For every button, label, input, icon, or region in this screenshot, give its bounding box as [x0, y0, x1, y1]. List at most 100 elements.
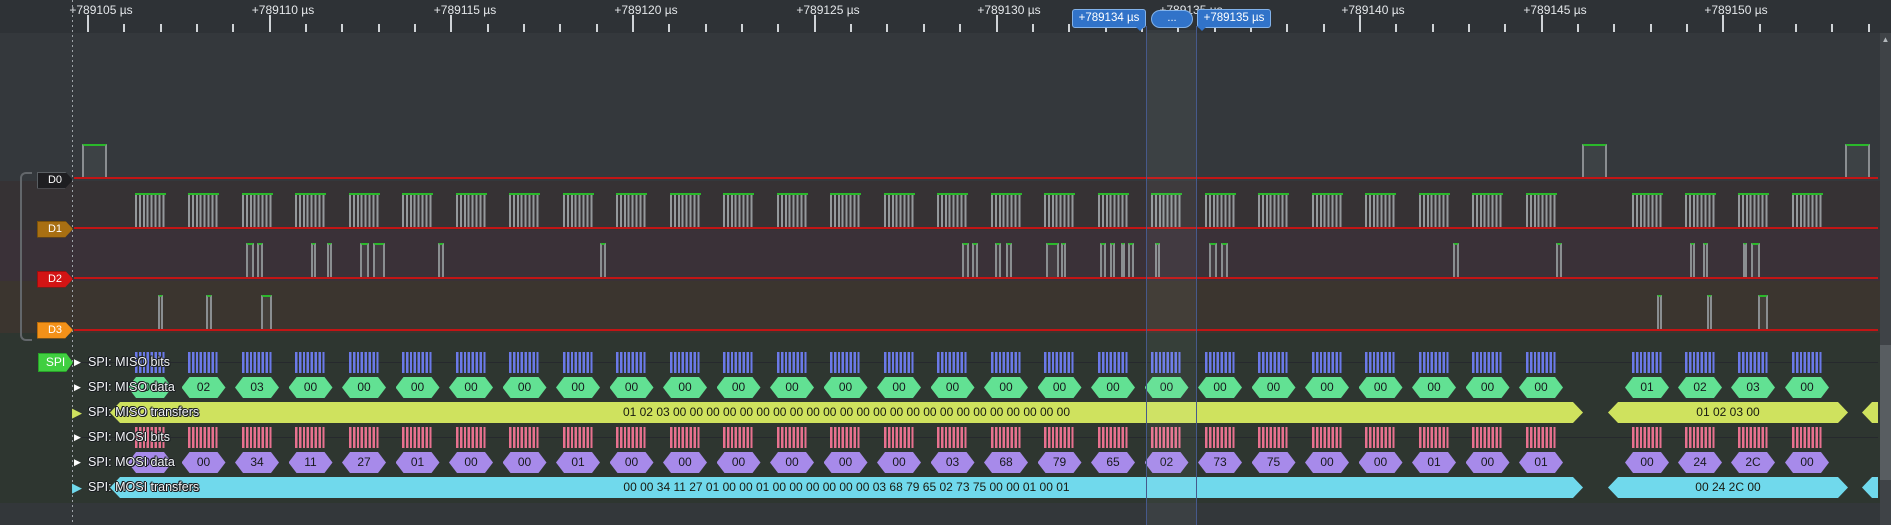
cursor-line-second[interactable] [1196, 26, 1197, 525]
clock-burst [1258, 193, 1289, 227]
clock-burst [509, 193, 540, 227]
ruler-minor-tick [741, 24, 744, 32]
vertical-scrollbar-track[interactable] [1880, 33, 1891, 525]
ruler-major-tick [1358, 15, 1361, 32]
row-expander-icon[interactable]: ▶ [74, 357, 81, 367]
row-expander-icon[interactable]: ▶ [74, 382, 81, 392]
row-expander-icon[interactable]: ▶ [72, 480, 82, 495]
d2-pulse [1453, 243, 1459, 277]
bit-burst [1204, 427, 1236, 448]
hex-byte-badge: 03 [931, 452, 975, 473]
decoder-row-label: SPI: MOSI transfers [88, 480, 200, 494]
ruler-minor-tick [777, 24, 780, 32]
bit-burst [1631, 352, 1663, 373]
bit-burst [830, 427, 861, 448]
bit-burst [1097, 427, 1129, 448]
hex-byte-badge: 01 [396, 452, 440, 473]
bit-burst [723, 427, 754, 448]
clock-burst [402, 193, 433, 227]
hex-byte-badge: 00 [1198, 377, 1242, 398]
decoder-row-label: SPI: MISO transfers [88, 405, 200, 419]
hex-byte-badge: 00 [1785, 452, 1829, 473]
clock-burst [348, 193, 380, 227]
row-expander-icon[interactable]: ▶ [74, 457, 81, 467]
cursor-flag-first[interactable]: +789134 µs [1072, 9, 1146, 28]
clock-burst [562, 193, 594, 227]
transfer-bar: 00 00 34 11 27 01 00 00 01 00 00 00 00 0… [110, 477, 1583, 498]
bit-burst [1258, 352, 1289, 373]
ruler-minor-tick [595, 24, 598, 32]
d3-pulse [158, 295, 163, 329]
ruler-minor-tick [159, 24, 162, 32]
hex-byte-badge: 00 [877, 377, 921, 398]
hex-byte-badge: 00 [984, 377, 1028, 398]
channel-baseline-d0 [74, 177, 1878, 179]
ruler-minor-tick [704, 24, 707, 32]
cursor-range-pill[interactable]: ... [1151, 10, 1193, 28]
bit-burst [1791, 427, 1823, 448]
spi-decoder-tag[interactable]: SPI [38, 353, 73, 372]
ruler-minor-tick [1831, 24, 1834, 32]
ruler-minor-tick [1395, 24, 1398, 32]
ruler-minor-tick [1068, 24, 1071, 32]
channel-tag-d3[interactable]: D3 [37, 322, 73, 339]
channel-tag-d2[interactable]: D2 [37, 271, 73, 288]
hex-byte-badge: 00 [877, 452, 921, 473]
d3-pulse [1758, 295, 1768, 329]
bit-burst [402, 352, 433, 373]
channel-tag-d1[interactable]: D1 [37, 221, 73, 238]
bit-burst [1472, 352, 1503, 373]
decoder-row-label: SPI: MOSI bits [88, 430, 170, 444]
d2-pulse [438, 243, 444, 277]
hex-byte-badge: 79 [1038, 452, 1082, 473]
cursor-flag-second[interactable]: +789135 µs [1197, 9, 1271, 28]
hex-byte-badge: 00 [1785, 377, 1829, 398]
d2-pulse [373, 243, 385, 277]
d3-pulse [1707, 295, 1712, 329]
channel-band-d0 [0, 33, 1891, 181]
clock-burst [1365, 193, 1396, 227]
scrollbar-up-arrow-icon[interactable]: ▲ [1881, 35, 1890, 44]
hex-byte-badge: 34 [235, 452, 279, 473]
bit-burst [1525, 352, 1557, 373]
vertical-scrollbar-thumb[interactable] [1880, 345, 1891, 480]
timeline-ruler[interactable]: +789105 µs +789110 µs +789115 µs +789120 µs… [0, 0, 1891, 33]
ruler-major-tick [1722, 15, 1725, 32]
bit-burst [937, 352, 968, 373]
channel-tag-d0[interactable]: D0 [37, 172, 73, 189]
ruler-major-tick [268, 15, 271, 32]
d3-pulse [206, 295, 212, 329]
ruler-major-tick [1540, 15, 1543, 32]
hex-byte-badge: 00 [663, 377, 707, 398]
trace-start-dotted-line [72, 0, 73, 525]
row-expander-icon[interactable]: ▶ [72, 405, 82, 420]
bit-burst [348, 427, 380, 448]
bit-burst [1684, 427, 1716, 448]
hex-byte-badge: 00 [342, 377, 386, 398]
hex-byte-badge: 00 [1359, 452, 1403, 473]
hex-byte-badge: 65 [1091, 452, 1135, 473]
hex-byte-badge: 02 [1145, 452, 1189, 473]
d2-pulse [1703, 243, 1708, 277]
hex-byte-badge: 00 [503, 377, 547, 398]
ruler-minor-tick [232, 24, 235, 32]
bit-burst [776, 352, 808, 373]
d2-pulse [972, 243, 978, 277]
bottom-band [0, 503, 1891, 525]
cursor-line-first[interactable] [1146, 26, 1147, 525]
row-expander-icon[interactable]: ▶ [74, 432, 81, 442]
ruler-minor-tick [1613, 24, 1616, 32]
channel-group-bracket[interactable] [20, 172, 32, 341]
d2-pulse [311, 243, 316, 277]
clock-burst [830, 193, 861, 227]
hex-byte-badge: 00 [770, 377, 814, 398]
d2-pulse [1110, 243, 1115, 277]
hex-byte-badge: 11 [289, 452, 333, 473]
ruler-time-label: +789130 µs [977, 3, 1041, 17]
clock-burst [1684, 193, 1716, 227]
ruler-minor-tick [1431, 24, 1434, 32]
hex-byte-badge: 24 [1678, 452, 1722, 473]
ruler-minor-tick [1758, 24, 1761, 32]
bit-burst [134, 427, 166, 448]
hex-byte-badge: 00 [610, 452, 654, 473]
